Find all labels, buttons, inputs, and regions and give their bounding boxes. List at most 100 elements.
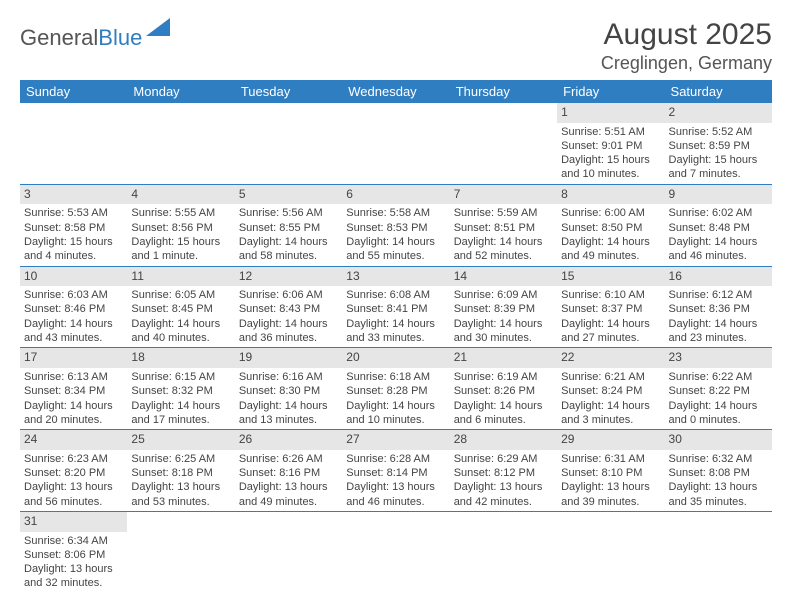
header-bar: GeneralBlue August 2025 Creglingen, Germ…: [20, 18, 772, 74]
day-info-line: and 35 minutes.: [669, 495, 768, 509]
day-number-cell: 24: [20, 430, 127, 450]
day-info-line: and 6 minutes.: [454, 413, 553, 427]
day-info-cell: [557, 532, 664, 593]
day-info-line: and 55 minutes.: [346, 249, 445, 263]
day-info-line: and 4 minutes.: [24, 249, 123, 263]
day-info-line: Daylight: 14 hours: [561, 399, 660, 413]
day-info-line: Daylight: 15 hours: [561, 153, 660, 167]
day-info-line: Sunrise: 6:23 AM: [24, 452, 123, 466]
day-info-line: and 27 minutes.: [561, 331, 660, 345]
day-info-line: Sunrise: 5:56 AM: [239, 206, 338, 220]
day-info-line: Daylight: 15 hours: [24, 235, 123, 249]
day-number-cell: 10: [20, 266, 127, 286]
day-info-line: Sunset: 8:56 PM: [131, 221, 230, 235]
logo: GeneralBlue: [20, 18, 170, 51]
day-info-line: Sunset: 8:24 PM: [561, 384, 660, 398]
day-info-line: Sunrise: 6:10 AM: [561, 288, 660, 302]
day-info-cell: Sunrise: 6:18 AMSunset: 8:28 PMDaylight:…: [342, 368, 449, 430]
day-info-cell: Sunrise: 6:22 AMSunset: 8:22 PMDaylight:…: [665, 368, 772, 430]
day-info-line: Sunset: 8:37 PM: [561, 302, 660, 316]
day-info-line: Sunset: 8:22 PM: [669, 384, 768, 398]
day-number-cell: 12: [235, 266, 342, 286]
day-info-cell: Sunrise: 6:08 AMSunset: 8:41 PMDaylight:…: [342, 286, 449, 348]
day-number-cell: 22: [557, 348, 664, 368]
day-info-line: and 39 minutes.: [561, 495, 660, 509]
day-info-line: Daylight: 14 hours: [346, 317, 445, 331]
day-info-cell: Sunrise: 6:34 AMSunset: 8:06 PMDaylight:…: [20, 532, 127, 593]
logo-text-1: General: [20, 25, 98, 50]
day-info-line: Daylight: 13 hours: [24, 562, 123, 576]
day-info-line: and 33 minutes.: [346, 331, 445, 345]
day-info-cell: Sunrise: 5:53 AMSunset: 8:58 PMDaylight:…: [20, 204, 127, 266]
day-number-cell: [342, 103, 449, 123]
day-info-cell: [127, 532, 234, 593]
day-info-line: and 20 minutes.: [24, 413, 123, 427]
day-info-line: Sunset: 8:58 PM: [24, 221, 123, 235]
weekday-header: Monday: [127, 80, 234, 103]
day-info-line: Daylight: 14 hours: [239, 399, 338, 413]
day-info-line: and 49 minutes.: [239, 495, 338, 509]
day-info-line: Sunset: 8:28 PM: [346, 384, 445, 398]
day-info-cell: Sunrise: 6:19 AMSunset: 8:26 PMDaylight:…: [450, 368, 557, 430]
day-info-line: Sunset: 8:08 PM: [669, 466, 768, 480]
day-info-line: and 0 minutes.: [669, 413, 768, 427]
day-info-line: and 40 minutes.: [131, 331, 230, 345]
week-info-row: Sunrise: 6:13 AMSunset: 8:34 PMDaylight:…: [20, 368, 772, 430]
weekday-header: Thursday: [450, 80, 557, 103]
day-info-line: Sunset: 8:06 PM: [24, 548, 123, 562]
day-info-line: and 13 minutes.: [239, 413, 338, 427]
day-number-cell: 4: [127, 184, 234, 204]
week-info-row: Sunrise: 6:03 AMSunset: 8:46 PMDaylight:…: [20, 286, 772, 348]
day-info-line: Sunrise: 5:53 AM: [24, 206, 123, 220]
day-info-cell: [235, 532, 342, 593]
day-info-line: Sunrise: 6:19 AM: [454, 370, 553, 384]
day-info-cell: Sunrise: 6:12 AMSunset: 8:36 PMDaylight:…: [665, 286, 772, 348]
day-info-line: Daylight: 14 hours: [131, 317, 230, 331]
day-info-cell: [450, 123, 557, 185]
day-info-line: and 46 minutes.: [669, 249, 768, 263]
day-number-cell: [235, 511, 342, 531]
day-info-line: and 58 minutes.: [239, 249, 338, 263]
day-info-line: and 7 minutes.: [669, 167, 768, 181]
day-info-line: Sunset: 8:59 PM: [669, 139, 768, 153]
day-info-line: and 53 minutes.: [131, 495, 230, 509]
day-number-cell: 3: [20, 184, 127, 204]
day-info-line: and 1 minute.: [131, 249, 230, 263]
day-info-line: Sunset: 8:51 PM: [454, 221, 553, 235]
day-info-line: Sunrise: 6:26 AM: [239, 452, 338, 466]
day-info-cell: Sunrise: 6:03 AMSunset: 8:46 PMDaylight:…: [20, 286, 127, 348]
day-info-line: and 10 minutes.: [346, 413, 445, 427]
day-info-cell: Sunrise: 6:26 AMSunset: 8:16 PMDaylight:…: [235, 450, 342, 512]
weekday-header: Sunday: [20, 80, 127, 103]
day-number-cell: 27: [342, 430, 449, 450]
day-info-line: Daylight: 13 hours: [239, 480, 338, 494]
week-info-row: Sunrise: 5:51 AMSunset: 9:01 PMDaylight:…: [20, 123, 772, 185]
day-info-line: Sunrise: 6:05 AM: [131, 288, 230, 302]
day-info-line: Sunrise: 5:58 AM: [346, 206, 445, 220]
day-info-cell: Sunrise: 6:29 AMSunset: 8:12 PMDaylight:…: [450, 450, 557, 512]
day-info-cell: Sunrise: 6:28 AMSunset: 8:14 PMDaylight:…: [342, 450, 449, 512]
day-info-cell: Sunrise: 6:10 AMSunset: 8:37 PMDaylight:…: [557, 286, 664, 348]
day-info-line: Sunrise: 6:34 AM: [24, 534, 123, 548]
day-info-line: Sunrise: 5:51 AM: [561, 125, 660, 139]
sail-icon: [146, 18, 170, 41]
day-info-line: and 56 minutes.: [24, 495, 123, 509]
day-info-line: Sunrise: 6:32 AM: [669, 452, 768, 466]
day-number-cell: [450, 103, 557, 123]
day-info-line: Sunrise: 6:16 AM: [239, 370, 338, 384]
day-info-line: Sunrise: 6:03 AM: [24, 288, 123, 302]
day-info-line: and 52 minutes.: [454, 249, 553, 263]
day-number-cell: 6: [342, 184, 449, 204]
day-info-line: Daylight: 13 hours: [346, 480, 445, 494]
day-info-line: Sunset: 9:01 PM: [561, 139, 660, 153]
day-info-line: Sunset: 8:50 PM: [561, 221, 660, 235]
day-info-cell: Sunrise: 6:02 AMSunset: 8:48 PMDaylight:…: [665, 204, 772, 266]
day-info-cell: [235, 123, 342, 185]
day-info-line: Sunrise: 6:22 AM: [669, 370, 768, 384]
day-number-cell: 1: [557, 103, 664, 123]
day-info-line: Daylight: 15 hours: [669, 153, 768, 167]
weekday-header-row: Sunday Monday Tuesday Wednesday Thursday…: [20, 80, 772, 103]
day-info-line: and 32 minutes.: [24, 576, 123, 590]
week-number-row: 12: [20, 103, 772, 123]
day-info-line: Sunrise: 6:08 AM: [346, 288, 445, 302]
